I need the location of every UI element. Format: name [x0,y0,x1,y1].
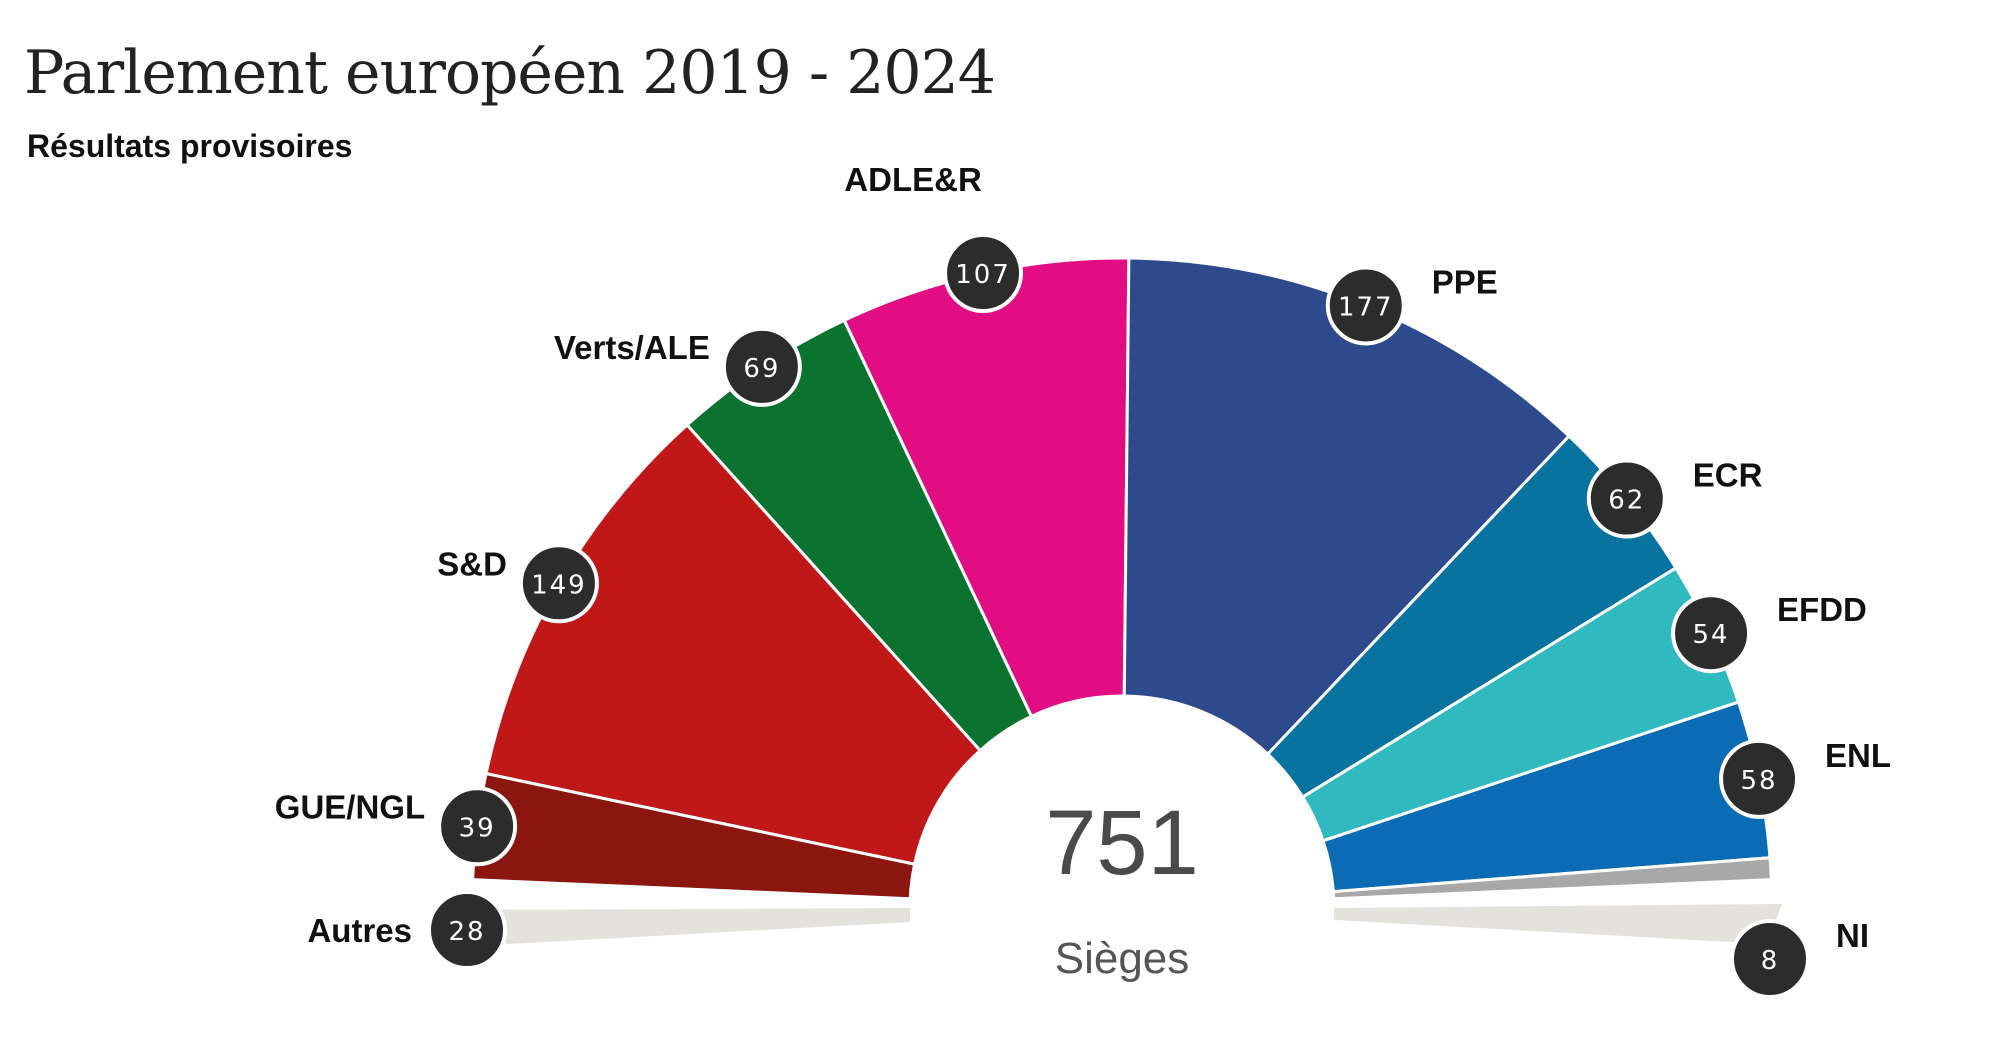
seat-count-ni: 8 [1761,946,1780,976]
party-label-s-and-d: S&D [437,545,507,582]
party-label-efdd: EFDD [1777,591,1867,628]
seat-badge-circle [1586,458,1667,539]
seat-badge-circle [943,233,1024,314]
party-label-gue-ngl: GUE/NGL [275,788,425,825]
seat-badge-autres: 28 [427,890,507,970]
segment-s-and-d [484,422,983,866]
segments-layer [452,256,1782,944]
seat-badge-ecr: 62 [1586,458,1667,539]
party-label-ecr: ECR [1693,457,1763,494]
seat-badge-ni: 8 [1729,918,1810,999]
seat-badge-gue-ngl: 39 [437,786,518,867]
segment-autres-left [452,908,910,944]
seat-count-adle-and-r: 107 [955,260,1011,290]
segment-ni [1331,856,1773,901]
total-seats-value: 751 [1045,792,1199,894]
seat-count-enl: 58 [1741,766,1778,796]
party-label-verts-ale: Verts/ALE [554,329,710,366]
seat-badge-verts-ale: 69 [721,326,802,407]
seat-count-gue-ngl: 39 [459,813,496,843]
seat-badge-circle [1719,738,1800,819]
seat-count-ppe: 177 [1338,292,1394,322]
segment-adle-and-r [842,256,1131,719]
seat-badge-circle [1325,265,1406,346]
chart-subtitle: Résultats provisoires [27,128,353,164]
total-seats-label: Sièges [1055,934,1190,983]
seat-count-s-and-d: 149 [531,570,587,600]
chart-title: Parlement européen 2019 - 2024 [24,38,996,108]
seat-count-verts-ale: 69 [743,354,780,384]
party-label-enl: ENL [1825,737,1891,774]
seat-count-ecr: 62 [1608,486,1645,516]
seat-badge-circle [518,543,599,624]
seat-badge-circle [721,326,802,407]
segment-ppe [1122,256,1572,757]
seat-badge-adle-and-r: 107 [943,233,1024,314]
seat-badge-circle [437,786,518,867]
segment-autres-right [1334,904,1782,944]
party-label-ni: NI [1836,917,1869,954]
seat-badge-s-and-d: 149 [518,543,599,624]
seat-count-autres: 28 [448,917,485,947]
seat-badge-circle [1671,593,1752,674]
seat-badge-efdd: 54 [1671,593,1752,674]
seat-badge-circle [427,890,507,970]
seat-count-efdd: 54 [1693,620,1730,650]
labels-layer: 39 GUE/NGL 149 S&D 69 Verts/ALE 107 ADLE&R 177 PP… [275,161,1891,999]
party-label-autres: Autres [307,912,412,949]
seat-badge-ppe: 177 [1325,265,1406,346]
party-label-adle-and-r: ADLE&R [844,161,982,198]
party-label-ppe: PPE [1432,263,1498,300]
seat-badge-enl: 58 [1719,738,1800,819]
seat-badge-circle [1729,918,1810,999]
